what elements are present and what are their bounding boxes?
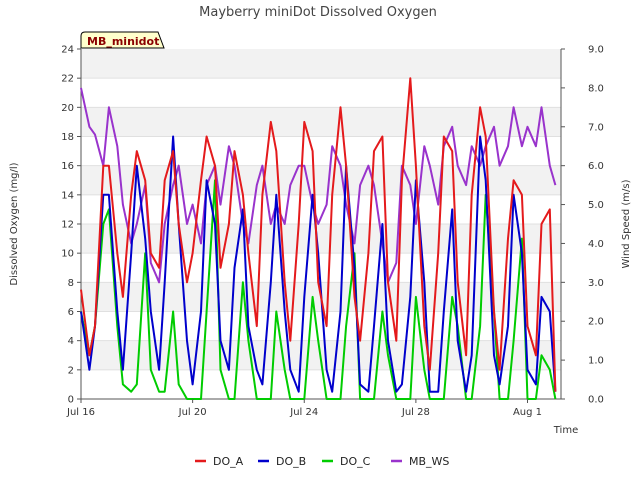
y-left-tick-label: 22 — [61, 74, 74, 85]
y-left-tick-label: 18 — [61, 132, 74, 143]
y-right-tick-label: 6.0 — [588, 161, 604, 172]
x-tick-label: Jul 16 — [66, 407, 95, 418]
y-right-tick-label: 8.0 — [588, 83, 604, 94]
y-left-tick-label: 24 — [61, 45, 74, 56]
series-line-do-c — [80, 179, 557, 400]
y-axis-left-label: Dissolved Oxygen (mg/l) — [9, 162, 20, 285]
y-right-tick-label: 7.0 — [588, 122, 604, 133]
site-badge: MB_minidot — [80, 31, 165, 49]
y-left-tick-label: 10 — [61, 249, 74, 260]
legend-item-do-c: DO_C — [322, 455, 371, 468]
y-left-tick-label: 16 — [61, 161, 74, 172]
grid-band — [81, 107, 561, 137]
y-axis-right-label: Wind Speed (m/s) — [621, 179, 632, 268]
grid-band — [81, 165, 561, 195]
legend-item-mb-ws: MB_WS — [391, 455, 449, 468]
y-left-tick-label: 12 — [61, 220, 74, 231]
y-left-tick-label: 14 — [61, 190, 74, 201]
y-right-tick-label: 0.0 — [588, 395, 604, 406]
x-axis-label: Time — [553, 425, 578, 436]
legend-label: DO_B — [276, 455, 306, 468]
y-right-tick-label: 2.0 — [588, 317, 604, 328]
y-left-tick-label: 8 — [68, 278, 74, 289]
site-badge-label: MB_minidot — [87, 35, 159, 48]
legend-item-do-a: DO_A — [195, 455, 244, 468]
legend-label: DO_A — [213, 455, 244, 468]
y-left-tick-label: 20 — [61, 103, 74, 114]
x-tick-label: Jul 20 — [178, 407, 207, 418]
y-left-tick-label: 4 — [68, 336, 74, 347]
series-line-mb-ws — [80, 87, 557, 284]
x-axis: Jul 16 Jul 20 Jul 24 Jul 28 Aug 1 — [66, 399, 542, 418]
chart-title: Mayberry miniDot Dissolved Oxygen — [199, 5, 437, 20]
right-axis: 0.0 1.0 2.0 3.0 4.0 5.0 6.0 7.0 8.0 9.0 — [561, 45, 604, 406]
y-right-tick-label: 1.0 — [588, 356, 604, 367]
y-right-tick-label: 4.0 — [588, 239, 604, 250]
y-right-tick-label: 9.0 — [588, 45, 604, 56]
legend-label: DO_C — [340, 455, 371, 468]
y-left-tick-label: 2 — [68, 365, 74, 376]
y-left-tick-label: 6 — [68, 307, 74, 318]
legend-label: MB_WS — [409, 455, 449, 468]
series-line-do-a — [80, 77, 557, 392]
grid-band — [81, 49, 561, 79]
series-layer — [80, 77, 557, 400]
series-line-do-b — [80, 135, 557, 393]
x-tick-label: Aug 1 — [513, 407, 542, 418]
y-right-tick-label: 3.0 — [588, 278, 604, 289]
x-tick-label: Jul 24 — [289, 407, 318, 418]
y-right-tick-label: 5.0 — [588, 200, 604, 211]
y-left-tick-label: 0 — [68, 395, 74, 406]
x-tick-label: Jul 28 — [401, 407, 430, 418]
legend: DO_A DO_B DO_C MB_WS — [195, 455, 449, 468]
legend-item-do-b: DO_B — [258, 455, 306, 468]
